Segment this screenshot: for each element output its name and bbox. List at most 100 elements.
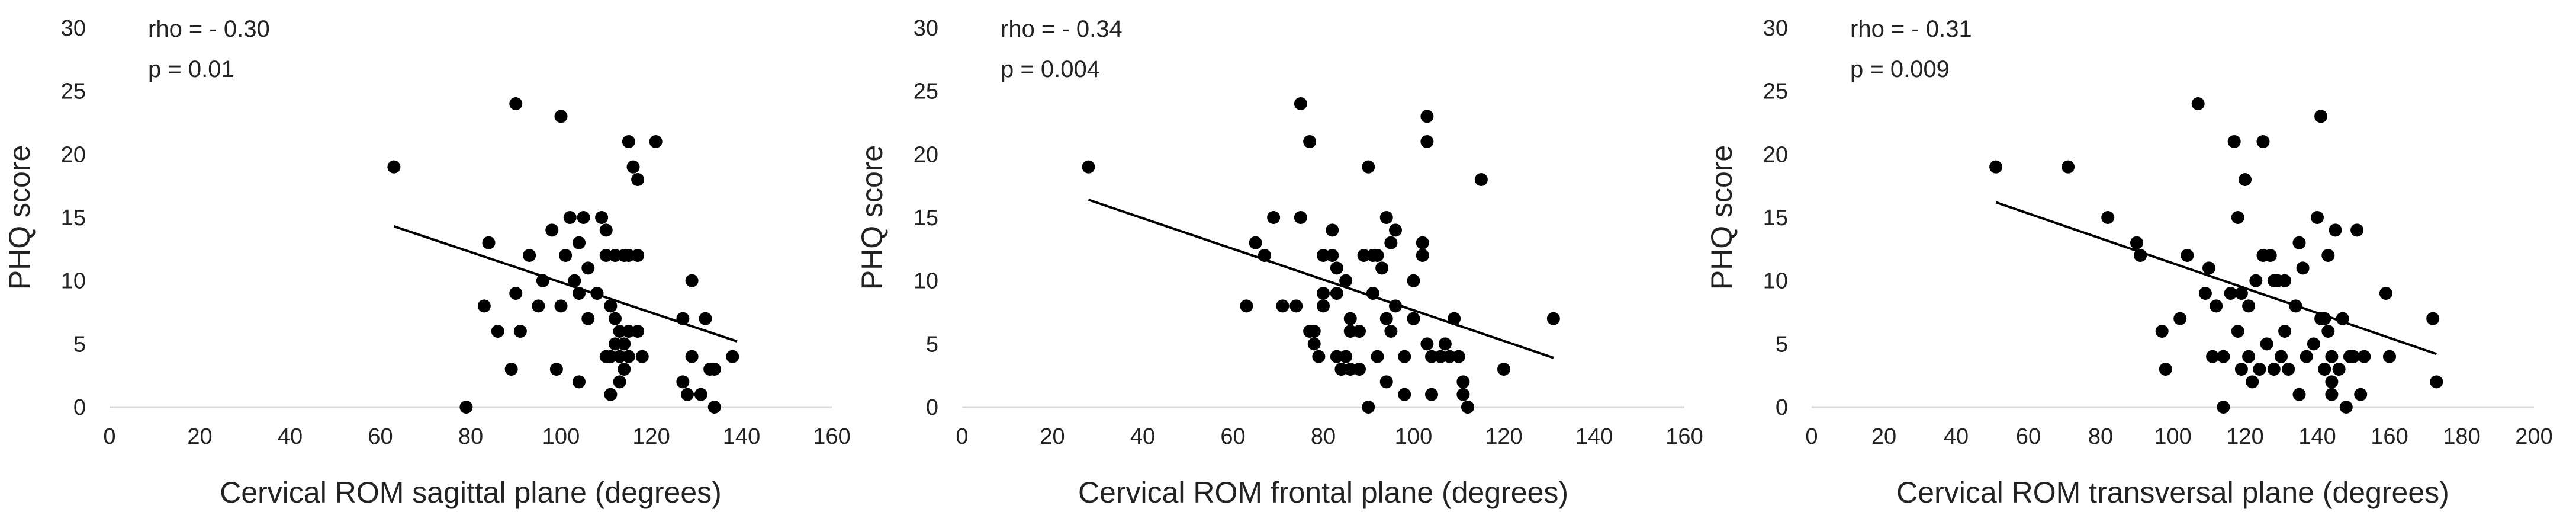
data-point — [1303, 135, 1317, 148]
data-point — [622, 135, 635, 148]
data-point — [631, 249, 645, 262]
data-point — [1362, 401, 1375, 414]
data-point — [1362, 160, 1375, 174]
x-tick-label: 140 — [1575, 424, 1613, 449]
data-point — [1294, 97, 1307, 110]
data-point — [2198, 287, 2212, 300]
data-points — [1989, 97, 2443, 414]
data-point — [2227, 135, 2241, 148]
data-point — [1289, 299, 1303, 313]
data-point — [1326, 223, 1339, 237]
x-tick-label: 180 — [2443, 424, 2480, 449]
x-tick-label: 120 — [1485, 424, 1522, 449]
data-point — [1407, 312, 1420, 325]
data-point — [1307, 337, 1321, 351]
data-point — [1425, 350, 1438, 363]
data-point — [707, 401, 721, 414]
data-point — [509, 287, 523, 300]
data-point — [2101, 211, 2115, 224]
data-point — [2300, 350, 2313, 363]
data-points — [387, 97, 739, 414]
data-point — [622, 325, 635, 338]
data-point — [1379, 375, 1393, 389]
data-point — [2202, 261, 2215, 275]
data-point — [532, 299, 545, 313]
data-point — [573, 236, 586, 249]
y-tick-label: 30 — [914, 16, 938, 41]
data-point — [2321, 249, 2335, 262]
data-point — [676, 375, 690, 389]
data-point — [2062, 160, 2075, 174]
data-point — [581, 312, 595, 325]
data-point — [554, 299, 568, 313]
x-axis-label: Cervical ROM sagittal plane (degrees) — [220, 476, 722, 509]
data-point — [2231, 211, 2244, 224]
data-point — [1420, 110, 1434, 123]
data-point — [504, 363, 518, 376]
data-point — [1434, 350, 1448, 363]
data-point — [604, 388, 618, 401]
y-tick-label: 10 — [61, 269, 86, 294]
data-point — [549, 363, 563, 376]
data-point — [699, 312, 712, 325]
data-point — [2275, 350, 2288, 363]
y-tick-label: 0 — [926, 395, 938, 420]
p-value-annotation: p = 0.004 — [1001, 56, 1100, 82]
data-point — [1398, 350, 1411, 363]
x-tick-label: 60 — [1220, 424, 1245, 449]
data-point — [604, 350, 618, 363]
data-point — [581, 261, 595, 275]
data-point — [599, 249, 613, 262]
data-point — [2282, 363, 2295, 376]
tick-labels: 0 20 40 60 80 100 120 140 160 0 5 10 15 20 25 30 — [61, 16, 851, 449]
scatter-panel-frontal: 0 20 40 60 80 100 120 140 160 0 5 10 15 20 25 30 rho = … — [856, 16, 1703, 509]
data-point — [2224, 287, 2237, 300]
data-point — [1379, 312, 1393, 325]
x-tick-label: 120 — [2226, 424, 2263, 449]
data-point — [685, 350, 699, 363]
data-point — [2159, 363, 2172, 376]
y-tick-label: 25 — [1763, 79, 1788, 104]
data-point — [573, 375, 586, 389]
data-point — [613, 375, 626, 389]
data-point — [2191, 97, 2205, 110]
x-tick-label: 200 — [2515, 424, 2552, 449]
data-point — [1989, 160, 2003, 174]
data-point — [1240, 299, 1253, 313]
x-tick-label: 40 — [1130, 424, 1155, 449]
data-point — [1357, 249, 1371, 262]
y-tick-label: 10 — [1763, 269, 1788, 294]
data-point — [2325, 388, 2339, 401]
data-point — [1294, 211, 1307, 224]
data-point — [2354, 388, 2368, 401]
data-point — [1343, 363, 1357, 376]
x-axis-label: Cervical ROM transversal plane (degrees) — [1896, 476, 2449, 509]
data-point — [2217, 401, 2230, 414]
x-tick-label: 20 — [187, 424, 212, 449]
data-point — [1317, 299, 1330, 313]
data-point — [2292, 388, 2306, 401]
data-point — [1456, 388, 1470, 401]
data-point — [2242, 350, 2256, 363]
y-tick-label: 0 — [73, 395, 86, 420]
tick-labels: 0 20 40 60 80 100 120 140 160 0 5 10 15 20 25 30 — [914, 16, 1703, 449]
x-axis-label: Cervical ROM frontal plane (degrees) — [1078, 476, 1568, 509]
x-tick-label: 80 — [2088, 424, 2113, 449]
data-point — [1384, 325, 1398, 338]
data-point — [622, 350, 635, 363]
data-point — [1416, 249, 1429, 262]
data-point — [2292, 236, 2306, 249]
y-tick-label: 15 — [914, 206, 938, 231]
trendline — [1088, 199, 1554, 359]
data-point — [604, 299, 618, 313]
data-point — [1371, 249, 1384, 262]
data-points — [1082, 97, 1560, 414]
rho-annotation: rho = - 0.30 — [148, 16, 270, 42]
data-point — [1438, 337, 1452, 351]
data-point — [2217, 350, 2230, 363]
scatter-panel-transversal: 0 20 40 60 80 100 120 140 160 180 200051015202530 … — [1705, 16, 2553, 509]
data-point — [1416, 236, 1429, 249]
data-point — [1082, 160, 1095, 174]
x-tick-label: 60 — [2016, 424, 2041, 449]
data-point — [1379, 211, 1393, 224]
